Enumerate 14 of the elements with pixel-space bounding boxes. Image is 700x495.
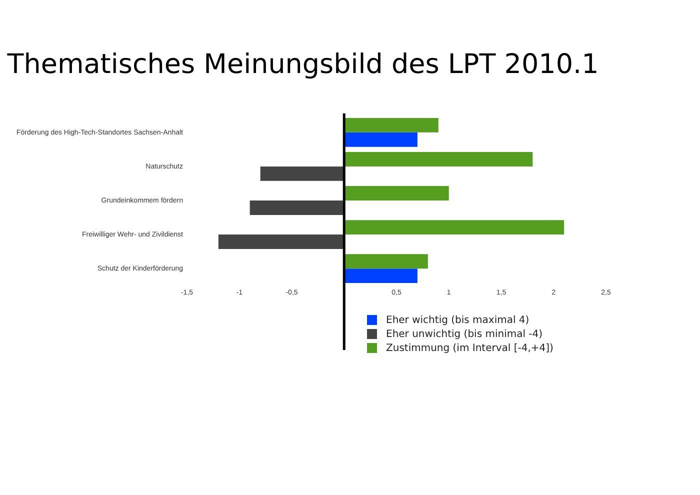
- bar: [260, 166, 344, 181]
- legend-label: Zustimmung (im Interval [-4,+4]): [386, 342, 554, 354]
- bar: [344, 132, 418, 147]
- legend-label: Eher unwichtig (bis minimal -4): [386, 328, 543, 340]
- chart-title: Thematisches Meinungsbild des LPT 2010.1: [6, 49, 599, 80]
- bar: [344, 254, 428, 269]
- bar: [250, 200, 344, 215]
- bar: [344, 118, 438, 132]
- bar: [344, 220, 564, 235]
- bar: [344, 268, 418, 284]
- bar: [344, 152, 533, 166]
- bar: [344, 186, 449, 200]
- bar: [218, 234, 344, 250]
- legend-label: Eher wichtig (bis maximal 4): [386, 314, 530, 326]
